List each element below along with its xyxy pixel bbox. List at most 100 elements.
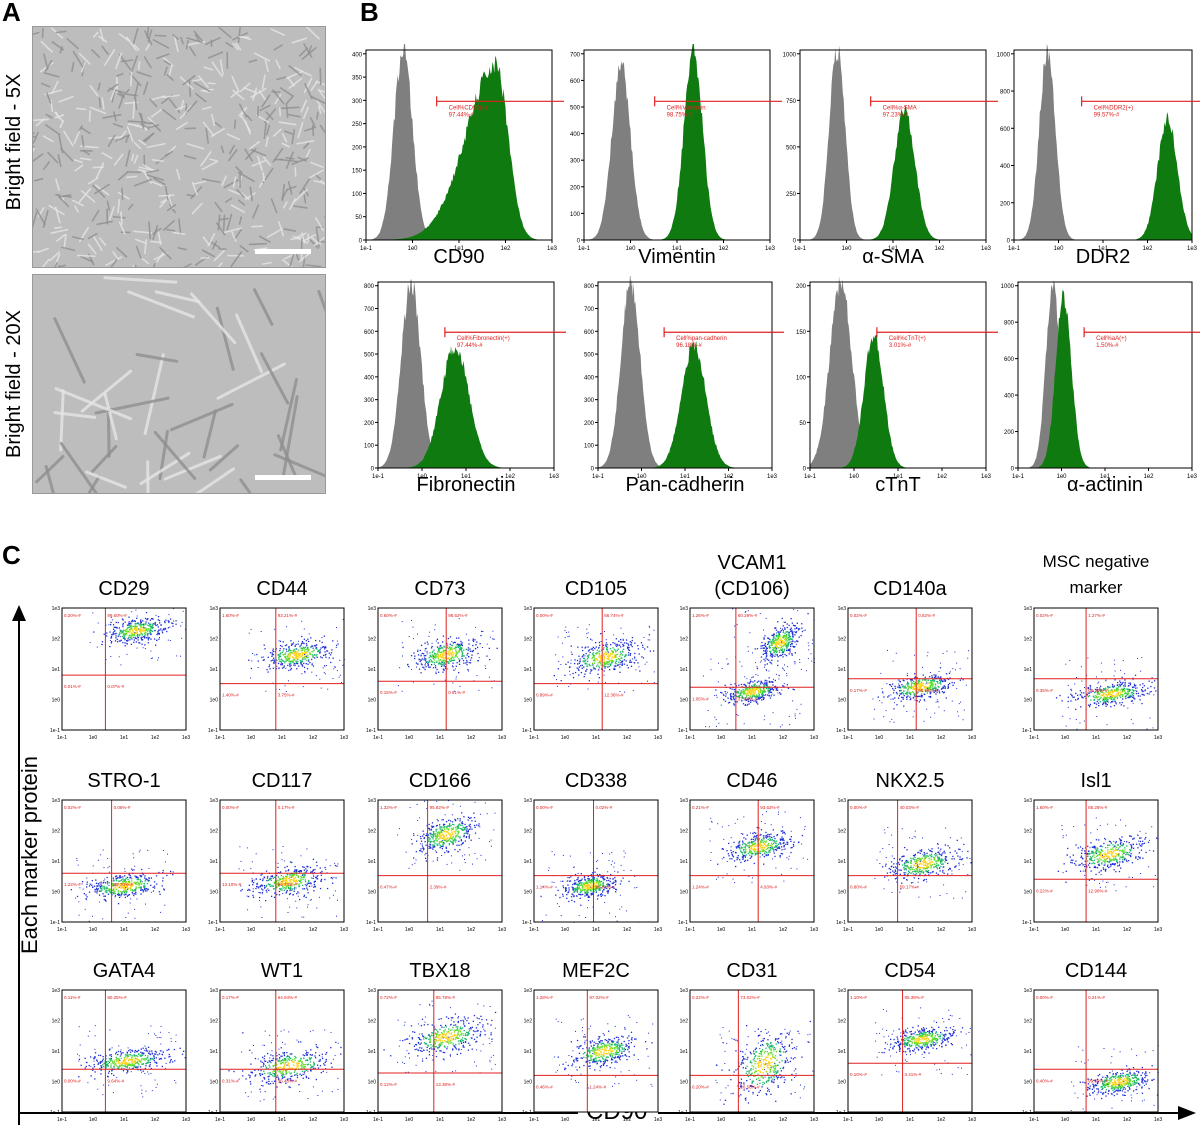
y-tick-label: 350 bbox=[352, 76, 363, 82]
dot-plot-subtitle: marker bbox=[1014, 578, 1178, 598]
quadrant-percent: 0.21%-# bbox=[692, 805, 709, 810]
y-tick-label: 1e3 bbox=[838, 798, 847, 804]
quadrant-percent: 0.72%-# bbox=[380, 995, 397, 1000]
y-tick-label: 50 bbox=[799, 421, 806, 427]
y-tick-label: 100 bbox=[570, 212, 581, 218]
y-tick-label: 1e-1 bbox=[50, 1110, 60, 1116]
gate-label: Cell%DDR2(+) bbox=[1094, 105, 1134, 111]
x-tick-label: 1e1 bbox=[748, 1117, 757, 1123]
x-tick-label: 1e3 bbox=[654, 927, 662, 933]
quadrant-percent: 1.60%-# bbox=[1036, 805, 1053, 810]
x-tick-label: 1e1 bbox=[1092, 735, 1101, 741]
quadrant-percent: 0.01%-# bbox=[64, 684, 81, 689]
y-tick-label: 1e1 bbox=[838, 667, 847, 673]
x-tick-label: 1e2 bbox=[623, 927, 632, 933]
dot-plot-title: CD105 bbox=[514, 578, 678, 601]
y-tick-label: 1e2 bbox=[52, 1019, 61, 1025]
quadrant-percent: 99.60%-# bbox=[107, 613, 127, 618]
x-tick-label: 1e2 bbox=[309, 1117, 318, 1123]
y-tick-label: 1e0 bbox=[210, 698, 219, 704]
y-tick-label: 500 bbox=[570, 106, 581, 112]
y-tick-label: 200 bbox=[352, 145, 363, 151]
dot-plot-title: CD140a bbox=[828, 578, 992, 601]
quadrant-percent: 1.60%-# bbox=[222, 613, 239, 618]
dot-plot-background bbox=[848, 800, 972, 922]
dot-plot-14: 1.60%-#85.28%-#0.22%-#12.90%-#1e-11e-11e… bbox=[1020, 798, 1162, 936]
x-tick-label: 1e1 bbox=[278, 927, 287, 933]
y-tick-label: 500 bbox=[584, 353, 595, 359]
x-tick-label: 1e1 bbox=[592, 927, 601, 933]
dot-plot-title: CD54 bbox=[828, 960, 992, 983]
quadrant-percent: 73.02%-# bbox=[740, 995, 760, 1000]
dot-plot-title: CD117 bbox=[200, 770, 364, 793]
dot-plot-title: MEF2C bbox=[514, 960, 678, 983]
y-tick-label: 200 bbox=[584, 421, 595, 427]
y-tick-label: 1e0 bbox=[52, 890, 61, 896]
y-tick-label: 600 bbox=[1000, 127, 1011, 133]
y-tick-label: 1e-1 bbox=[678, 728, 688, 734]
histogram-marker-label: CD90 bbox=[366, 246, 552, 269]
y-tick-label: 200 bbox=[1004, 430, 1015, 436]
quadrant-percent: 90.25%-# bbox=[107, 995, 127, 1000]
x-tick-label: 1e-1 bbox=[685, 735, 695, 741]
y-tick-label: 150 bbox=[796, 330, 807, 336]
quadrant-percent: 0.07%-# bbox=[107, 684, 124, 689]
x-tick-label: 1e1 bbox=[278, 735, 287, 741]
gate-label: Cell%aA(+) bbox=[1096, 336, 1127, 342]
gate-percent: 97.23%-# bbox=[883, 112, 909, 118]
gate-label: Cell%Fibronectin(+) bbox=[457, 336, 510, 342]
y-tick-label: 1e3 bbox=[680, 606, 689, 612]
y-tick-label: 1e2 bbox=[680, 829, 689, 835]
x-tick-label: 1e2 bbox=[151, 1117, 160, 1123]
y-tick-label: 400 bbox=[570, 132, 581, 138]
y-tick-label: 500 bbox=[786, 145, 797, 151]
x-tick-label: 1e3 bbox=[498, 927, 506, 933]
x-tick-label: 1e-1 bbox=[685, 1117, 695, 1123]
dot-plot-background bbox=[690, 800, 814, 922]
y-tick-label: 100 bbox=[352, 192, 363, 198]
dot-plot-9: 0.00%-#0.17%-#13.10%-#86.73%-#1e-11e-11e… bbox=[206, 798, 348, 936]
gate-percent: 96.18%-# bbox=[676, 343, 702, 349]
y-tick-label: 1e1 bbox=[680, 667, 689, 673]
quadrant-percent: 40.03%-# bbox=[900, 805, 920, 810]
x-tick-label: 1e1 bbox=[120, 1117, 129, 1123]
quadrant-percent: 35.48%-# bbox=[278, 1078, 298, 1083]
quadrant-percent: 95.82%-# bbox=[430, 805, 450, 810]
x-tick-label: 1e1 bbox=[1092, 1117, 1101, 1123]
x-tick-label: 1e0 bbox=[717, 735, 726, 741]
quadrant-percent: 0.20%-# bbox=[692, 1084, 709, 1089]
x-tick-label: 1e0 bbox=[247, 735, 256, 741]
x-tick-label: 1e2 bbox=[623, 1117, 632, 1123]
y-tick-label: 1e-1 bbox=[678, 920, 688, 926]
y-tick-label: 1e1 bbox=[52, 859, 61, 865]
x-tick-label: 1e2 bbox=[779, 1117, 788, 1123]
x-tick-label: 1e2 bbox=[467, 1117, 476, 1123]
dot-plot-title: GATA4 bbox=[42, 960, 206, 983]
quadrant-percent: 97.02%-# bbox=[589, 995, 609, 1000]
dot-plot-background bbox=[220, 800, 344, 922]
quadrant-percent: 0.11%-# bbox=[64, 995, 81, 1000]
x-tick-label: 1e3 bbox=[1154, 927, 1162, 933]
x-tick-label: 1e1 bbox=[436, 927, 445, 933]
x-tick-label: 1e0 bbox=[89, 735, 98, 741]
y-tick-label: 1e0 bbox=[52, 698, 61, 704]
x-tick-label: 1e-1 bbox=[843, 1117, 853, 1123]
quadrant-percent: 0.00%-# bbox=[64, 1078, 81, 1083]
x-tick-label: 1e-1 bbox=[57, 1117, 67, 1123]
dot-plot-17: 0.72%-#85.78%-#0.12%-#13.38%-#1e-11e-11e… bbox=[364, 988, 506, 1126]
y-tick-label: 1e0 bbox=[368, 1080, 377, 1086]
histogram-marker-label: Fibronectin bbox=[378, 474, 554, 497]
y-tick-label: 1e2 bbox=[210, 1019, 219, 1025]
x-tick-label: 1e-1 bbox=[843, 927, 853, 933]
dot-plot-21: 0.00%-#0.21%-#0.40%-#99.39%-#1e-11e-11e0… bbox=[1020, 988, 1162, 1126]
y-tick-label: 1e1 bbox=[210, 1049, 219, 1055]
x-tick-label: 1e0 bbox=[1061, 1117, 1070, 1123]
y-tick-label: 1e2 bbox=[368, 829, 377, 835]
x-tick-label: 1e-1 bbox=[529, 1117, 539, 1123]
x-tick-label: 1e2 bbox=[779, 927, 788, 933]
dot-plot-3: 0.60%-#98.62%-#0.15%-#0.61%-#1e-11e-11e0… bbox=[364, 606, 506, 744]
x-tick-label: 1e1 bbox=[278, 1117, 287, 1123]
y-tick-label: 1e2 bbox=[368, 1019, 377, 1025]
dot-plot-12: 0.21%-#93.62%-#1.24%-#4.93%-#1e-11e-11e0… bbox=[676, 798, 818, 936]
dot-plot-background bbox=[1034, 990, 1158, 1112]
